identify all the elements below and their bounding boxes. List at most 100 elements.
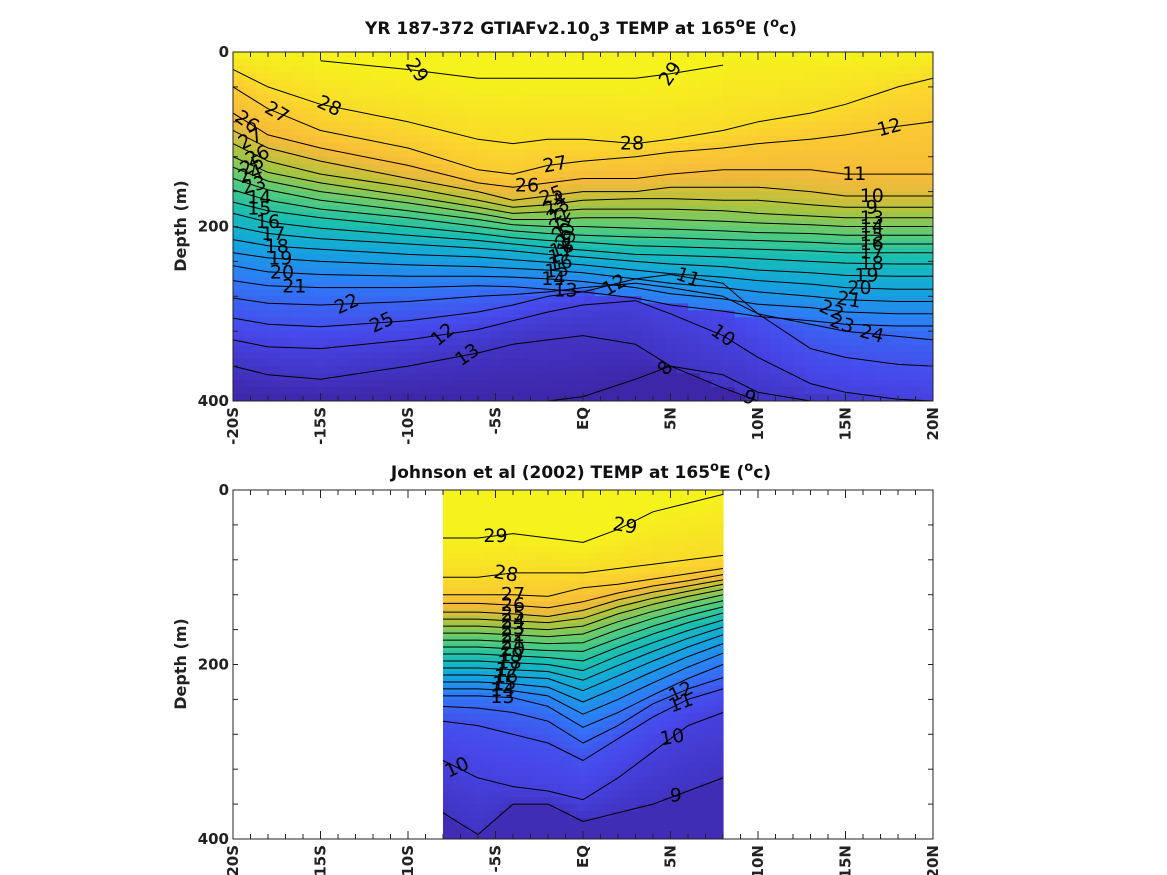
temperature-cell bbox=[501, 289, 514, 297]
temperature-cell bbox=[909, 219, 922, 228]
temperature-cell bbox=[494, 741, 500, 749]
temperature-cell bbox=[396, 380, 409, 388]
temperature-cell bbox=[909, 261, 922, 269]
temperature-cell bbox=[688, 100, 701, 109]
temperature-cell bbox=[431, 58, 444, 67]
temperature-cell bbox=[478, 156, 491, 165]
temperature-cell bbox=[513, 664, 519, 673]
temperature-cell bbox=[499, 608, 505, 617]
temperature-cell bbox=[373, 205, 386, 214]
temperature-cell bbox=[457, 531, 463, 540]
temperature-cell bbox=[676, 387, 689, 395]
temperature-cell bbox=[513, 212, 526, 221]
temperature-cell bbox=[578, 727, 584, 735]
temperature-cell bbox=[569, 643, 575, 652]
temperature-cell bbox=[461, 706, 467, 714]
temperature-cell bbox=[804, 100, 817, 109]
temperature-cell bbox=[898, 156, 911, 165]
temperature-cell bbox=[559, 706, 565, 714]
temperature-cell bbox=[431, 310, 444, 318]
temperature-cell bbox=[478, 310, 491, 318]
temperature-cell bbox=[503, 545, 509, 554]
temperature-cell bbox=[863, 233, 876, 242]
temperature-cell bbox=[475, 524, 481, 533]
temperature-cell bbox=[573, 720, 579, 728]
temperature-cell bbox=[443, 741, 449, 749]
temperature-cell bbox=[804, 296, 817, 304]
temperature-cell bbox=[508, 832, 514, 839]
temperature-cell bbox=[921, 261, 933, 269]
temperature-cell bbox=[606, 636, 612, 645]
isotherm-28 bbox=[233, 69, 933, 145]
temperature-cell bbox=[921, 58, 933, 67]
temperature-cell bbox=[396, 52, 409, 60]
temperature-cell bbox=[517, 650, 523, 659]
temperature-cell bbox=[550, 818, 556, 826]
temperature-cell bbox=[851, 275, 864, 283]
temperature-cell bbox=[338, 142, 351, 151]
temperature-cell bbox=[592, 510, 598, 519]
temperature-cell bbox=[676, 191, 689, 200]
contour-label: 21 bbox=[282, 276, 306, 298]
temperature-cell bbox=[452, 741, 458, 749]
temperature-cell bbox=[676, 128, 689, 137]
temperature-cell bbox=[587, 503, 593, 512]
temperature-cell bbox=[550, 783, 556, 791]
temperature-cell bbox=[711, 121, 724, 130]
temperature-cell bbox=[758, 352, 771, 360]
temperature-cell bbox=[431, 289, 444, 297]
temperature-cell bbox=[527, 748, 533, 756]
temperature-cell bbox=[419, 345, 432, 353]
temperature-cell bbox=[233, 107, 246, 116]
temperature-cell bbox=[583, 594, 589, 603]
temperature-cell bbox=[594, 373, 607, 381]
temperature-cell bbox=[781, 226, 794, 235]
temperature-cell bbox=[522, 545, 528, 554]
temperature-cell bbox=[758, 65, 771, 74]
temperature-cell bbox=[457, 818, 463, 826]
temperature-cell bbox=[606, 622, 612, 631]
temperature-cell bbox=[550, 706, 556, 714]
temperature-cell bbox=[536, 524, 542, 533]
temperature-cell bbox=[478, 289, 491, 297]
temperature-cell bbox=[508, 545, 514, 554]
temperature-cell bbox=[408, 128, 421, 137]
temperature-cell bbox=[541, 524, 547, 533]
temperature-cell bbox=[256, 86, 269, 95]
temperature-cell bbox=[839, 219, 852, 228]
temperature-cell bbox=[279, 100, 292, 109]
temperature-cell bbox=[443, 734, 449, 742]
temperature-cell bbox=[536, 622, 542, 631]
isotherm-26 bbox=[233, 112, 933, 188]
temperature-cell bbox=[457, 811, 463, 819]
temperature-cell bbox=[457, 713, 463, 721]
temperature-cell bbox=[461, 496, 467, 505]
temperature-cell bbox=[641, 135, 654, 144]
temperature-cell bbox=[559, 650, 565, 659]
temperature-cell bbox=[601, 692, 607, 700]
temperature-cell bbox=[431, 303, 444, 311]
temperature-cell bbox=[839, 191, 852, 200]
temperature-cell bbox=[513, 282, 526, 290]
temperature-cell bbox=[503, 748, 509, 756]
temperature-cell bbox=[559, 510, 565, 519]
temperature-cell bbox=[723, 275, 736, 283]
temperature-cell bbox=[793, 184, 806, 193]
temperature-cell bbox=[268, 380, 281, 388]
temperature-cell bbox=[597, 664, 603, 673]
temperature-cell bbox=[550, 769, 556, 777]
temperature-cell bbox=[874, 289, 887, 297]
temperature-cell bbox=[471, 490, 477, 498]
temperature-cell bbox=[419, 128, 432, 137]
temperature-cell bbox=[494, 776, 500, 784]
temperature-cell bbox=[571, 142, 584, 151]
isotherm-8 bbox=[233, 365, 933, 401]
temperature-cell bbox=[664, 121, 677, 130]
temperature-cell bbox=[573, 636, 579, 645]
temperature-cell bbox=[587, 622, 593, 631]
temperature-cell bbox=[256, 296, 269, 304]
temperature-cell bbox=[431, 240, 444, 249]
temperature-cell bbox=[471, 734, 477, 742]
temperature-cell bbox=[485, 755, 491, 763]
temperature-cell bbox=[408, 100, 421, 109]
